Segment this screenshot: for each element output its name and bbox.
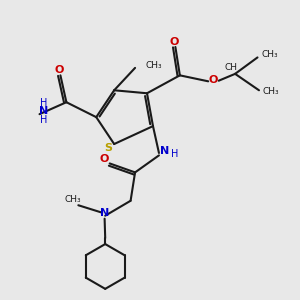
Text: O: O bbox=[54, 65, 64, 75]
Text: S: S bbox=[104, 142, 112, 153]
Text: CH₃: CH₃ bbox=[146, 61, 162, 70]
Text: H: H bbox=[171, 149, 178, 160]
Text: N: N bbox=[100, 208, 109, 218]
Text: O: O bbox=[209, 75, 218, 85]
Text: CH₃: CH₃ bbox=[64, 195, 81, 204]
Text: N: N bbox=[160, 146, 169, 157]
Text: CH₃: CH₃ bbox=[262, 87, 279, 96]
Text: CH₃: CH₃ bbox=[261, 50, 278, 59]
Text: H: H bbox=[40, 115, 48, 124]
Text: H: H bbox=[40, 98, 48, 108]
Text: N: N bbox=[39, 106, 49, 116]
Text: O: O bbox=[100, 154, 109, 164]
Text: O: O bbox=[169, 37, 178, 46]
Text: CH: CH bbox=[224, 63, 237, 72]
